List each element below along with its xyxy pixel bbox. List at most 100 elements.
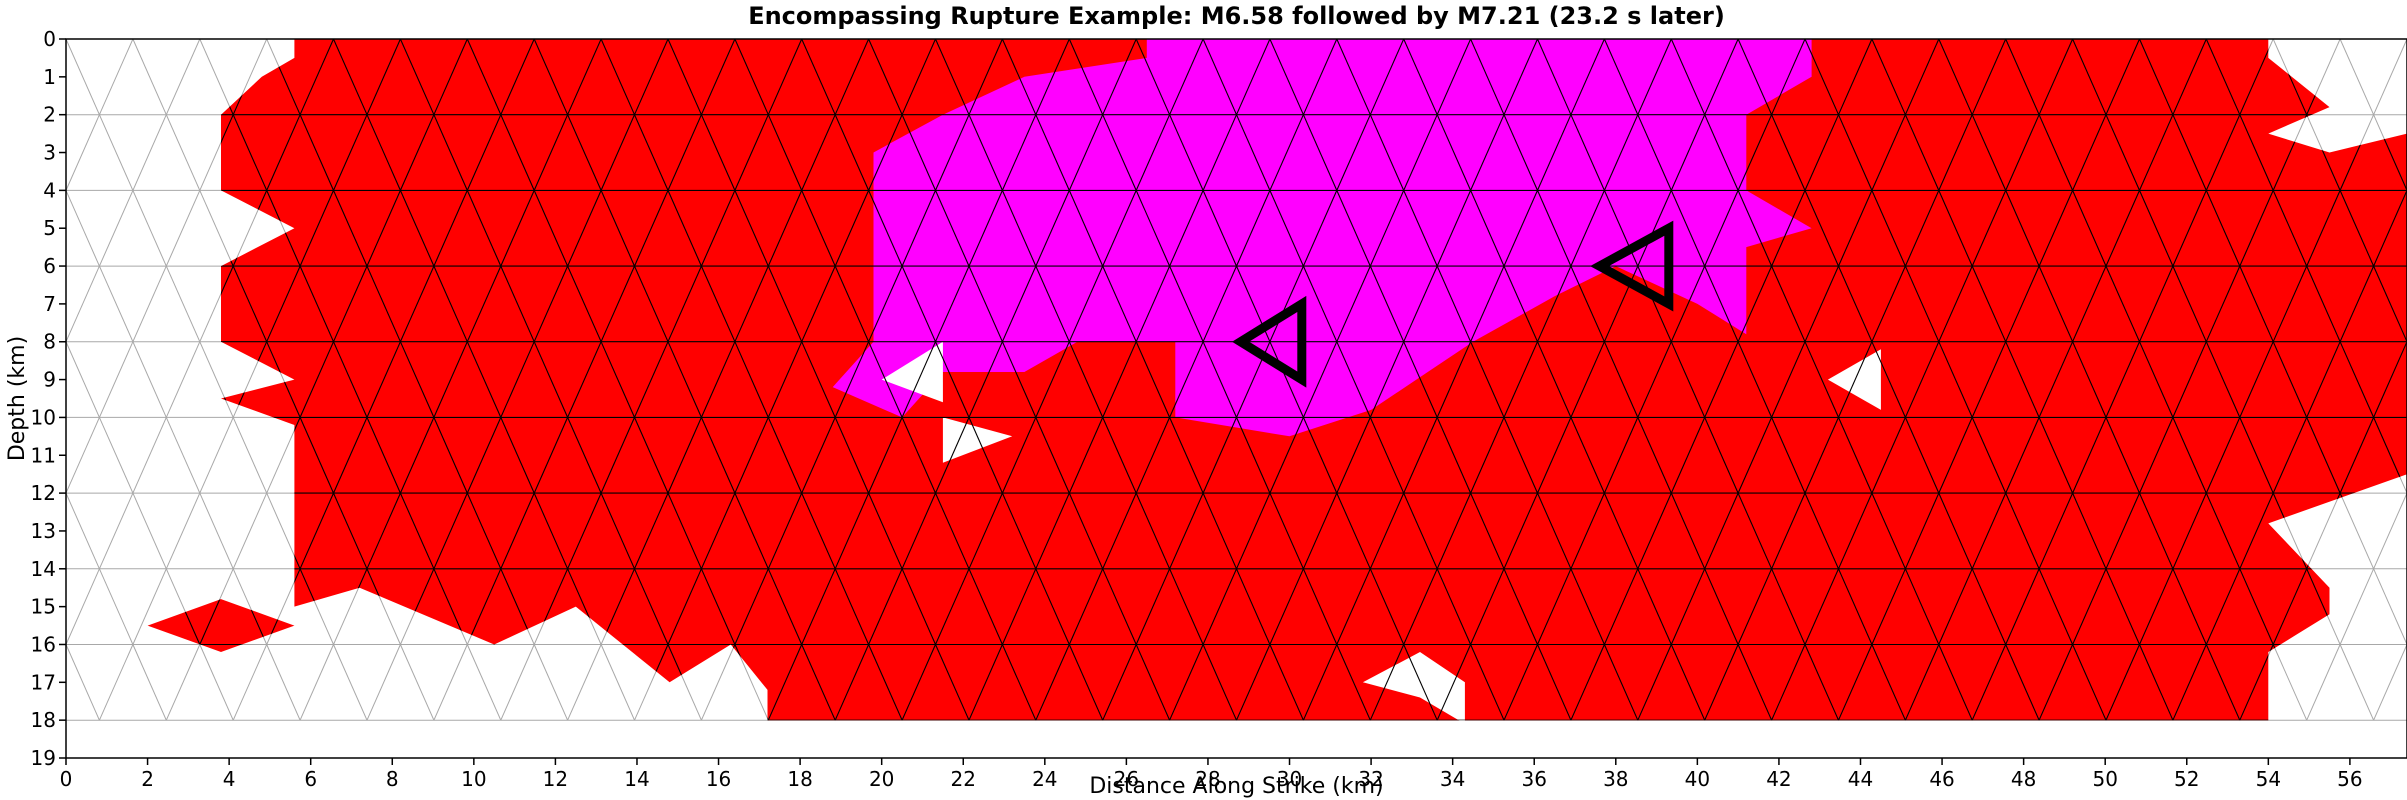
- mesh-line-active: [2105, 568, 2141, 645]
- mesh-line-active: [567, 341, 602, 418]
- mesh-line-active: [1971, 190, 2007, 267]
- mesh-line-active: [934, 417, 970, 494]
- mesh-line-active: [2038, 39, 2074, 115]
- mesh-line-active: [1771, 417, 1806, 494]
- mesh-line-active: [567, 417, 602, 494]
- mesh-line-active: [1336, 644, 1371, 721]
- mesh-line-inactive: [98, 492, 134, 570]
- mesh-line-active: [2138, 190, 2174, 267]
- y-tick-label: 10: [31, 405, 56, 429]
- mesh-line-inactive: [199, 190, 234, 267]
- mesh-line-active: [1135, 492, 1171, 570]
- mesh-line-active: [1135, 644, 1171, 721]
- mesh-line-active: [1503, 644, 1539, 721]
- mesh-line-active: [2072, 265, 2107, 342]
- mesh-line-active: [466, 341, 502, 418]
- mesh-line-active: [1001, 190, 1037, 267]
- mesh-line-active: [2138, 644, 2174, 721]
- mesh-line-active: [2205, 492, 2241, 570]
- mesh-line-active: [1068, 341, 1104, 418]
- mesh-line-inactive: [165, 341, 201, 418]
- mesh-line-inactive: [399, 644, 435, 721]
- mesh-line-active: [600, 39, 636, 115]
- mesh-line-active: [1503, 417, 1539, 494]
- mesh-line-active: [600, 341, 636, 418]
- mesh-line-active: [1336, 114, 1371, 191]
- mesh-line-active: [1503, 568, 1539, 645]
- mesh-line-active: [633, 417, 669, 494]
- mesh-line-active: [1169, 190, 1204, 267]
- mesh-line-active: [968, 568, 1003, 645]
- x-tick-label: 40: [1685, 767, 1710, 791]
- x-tick-label: 6: [304, 767, 317, 791]
- mesh-line-inactive: [0, 493, 33, 569]
- mesh-line-active: [700, 265, 736, 342]
- mesh-line-active: [399, 190, 435, 267]
- mesh-line-active: [734, 341, 769, 418]
- mesh-line-active: [667, 39, 702, 115]
- mesh-line-active: [868, 114, 903, 191]
- mesh-line-active: [1035, 39, 1070, 115]
- mesh-line-active: [1971, 492, 2007, 570]
- unruptured-cell: [942, 417, 1013, 463]
- mesh-line-active: [2172, 341, 2207, 418]
- mesh-line-inactive: [2306, 644, 2341, 721]
- mesh-line-inactive: [132, 417, 167, 494]
- mesh-line-active: [834, 39, 870, 115]
- mesh-line-active: [1202, 265, 1238, 342]
- x-tick-label: 46: [1929, 767, 1954, 791]
- mesh-line-active: [0, 569, 33, 645]
- mesh-line-active: [901, 190, 937, 267]
- mesh-line-active: [700, 39, 736, 115]
- mesh-line-active: [1269, 644, 1304, 721]
- mesh-line-active: [2038, 190, 2074, 267]
- mesh-line-active: [667, 265, 702, 342]
- mesh-line-active: [1603, 568, 1639, 645]
- mesh-line-active: [801, 492, 836, 570]
- mesh-line-active: [1804, 39, 1840, 115]
- mesh-line-inactive: [199, 341, 234, 418]
- mesh-line-active: [2272, 265, 2308, 342]
- mesh-line-active: [299, 39, 335, 115]
- mesh-line-active: [600, 492, 636, 570]
- mesh-line-active: [700, 492, 736, 570]
- x-tick-label: 38: [1603, 767, 1628, 791]
- mesh-line-active: [700, 114, 736, 191]
- mesh-line-inactive: [2306, 492, 2341, 570]
- mesh-line-active: [1001, 39, 1037, 115]
- mesh-line-active: [2205, 417, 2241, 494]
- mesh-line-active: [2105, 190, 2141, 267]
- mesh-line-active: [1637, 417, 1672, 494]
- mesh-line-active: [433, 265, 468, 342]
- mesh-line-active: [433, 114, 468, 191]
- mesh-line-active: [0, 39, 33, 115]
- mesh-line-inactive: [2339, 568, 2375, 645]
- mesh-line-active: [1536, 492, 1572, 570]
- y-tick-label: 4: [43, 178, 56, 202]
- mesh-line-active: [1302, 190, 1338, 267]
- mesh-line-active: [1938, 265, 1973, 342]
- mesh-line-inactive: [66, 492, 100, 570]
- mesh-line-active: [1068, 114, 1104, 191]
- mesh-line-active: [1302, 39, 1338, 115]
- mesh-line-active: [834, 568, 870, 645]
- mesh-line-active: [0, 190, 33, 266]
- mesh-line-active: [1503, 39, 1539, 115]
- mesh-line-active: [968, 341, 1003, 418]
- mesh-line-active: [1035, 114, 1070, 191]
- mesh-line-active: [2205, 568, 2241, 645]
- mesh-line-active: [1938, 568, 1973, 645]
- mesh-line-active: [2038, 341, 2074, 418]
- mesh-line-active: [1169, 492, 1204, 570]
- mesh-line-active: [1403, 265, 1438, 342]
- mesh-line-active: [2272, 341, 2308, 418]
- mesh-line-inactive: [734, 644, 769, 721]
- mesh-line-active: [968, 190, 1003, 267]
- mesh-line-active: [533, 341, 569, 418]
- mesh-line-active: [934, 39, 970, 115]
- mesh-line-active: [1302, 114, 1338, 191]
- mesh-line-active: [1837, 114, 1873, 191]
- mesh-line-active: [2138, 39, 2174, 115]
- mesh-line-active: [1102, 492, 1137, 570]
